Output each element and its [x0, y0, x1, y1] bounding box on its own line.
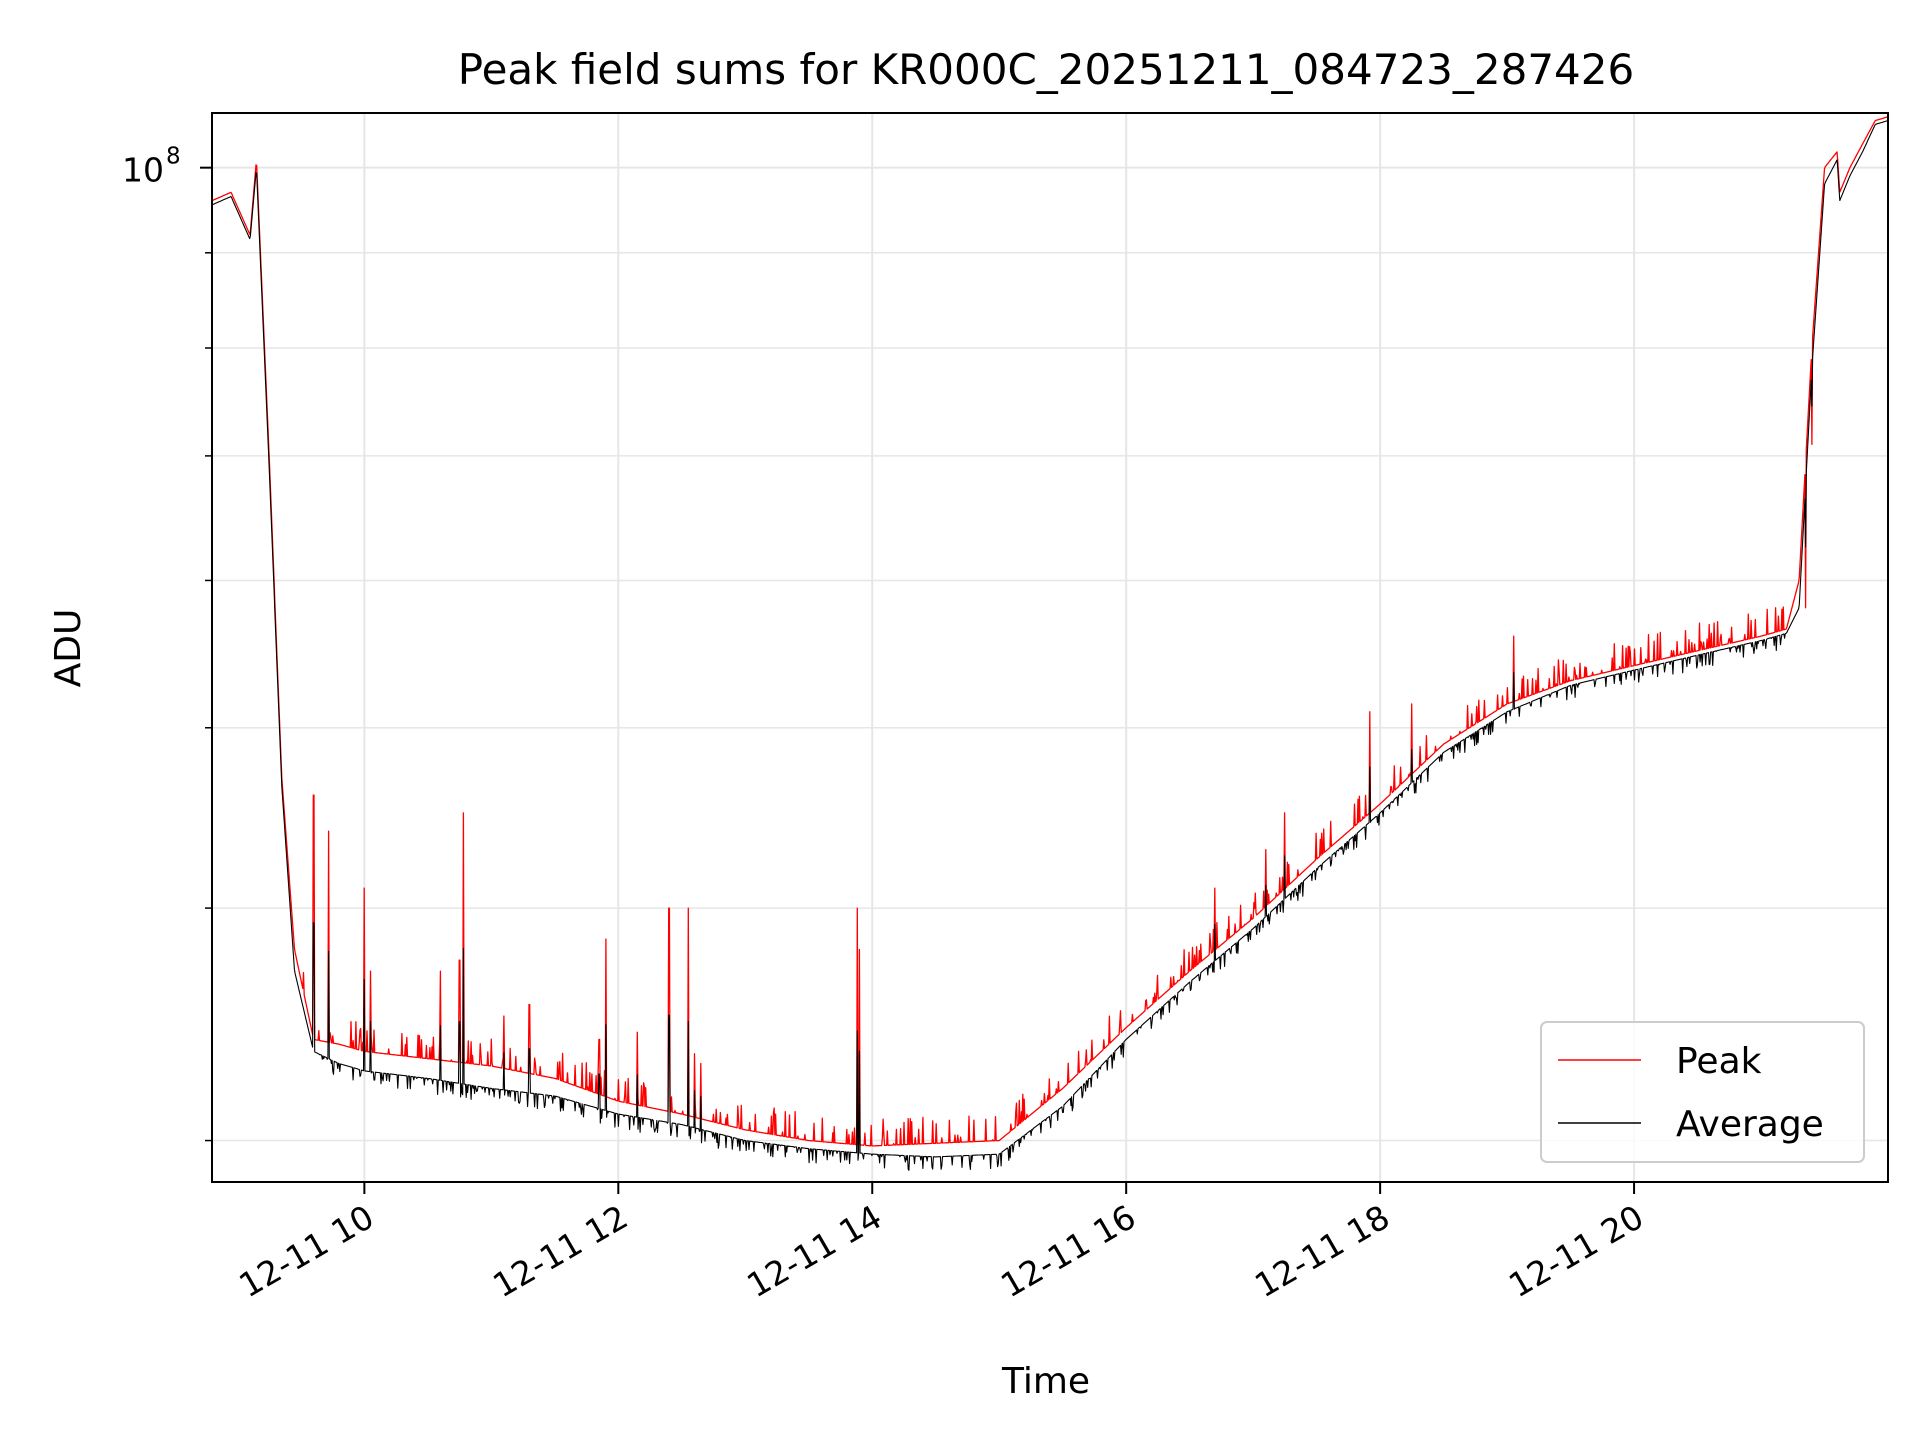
x-axis-label: Time: [1001, 1361, 1090, 1402]
y-tick-label-base: 10: [122, 151, 164, 190]
legend: Peak Average: [1540, 1021, 1865, 1163]
series-line-peak: [212, 116, 1888, 1147]
legend-box: [1540, 1021, 1865, 1163]
legend-label-average: Average: [1676, 1104, 1824, 1145]
legend-label-peak: Peak: [1676, 1041, 1762, 1082]
y-axis: 10 8: [122, 144, 212, 1142]
grid: [212, 113, 1888, 1182]
series-line-average: [212, 120, 1888, 1171]
plot-frame: [211, 112, 1889, 1183]
plot-series: [212, 116, 1888, 1171]
y-tick-label-exponent: 8: [166, 144, 181, 170]
chart-title: Peak field sums for KR000C_20251211_0847…: [458, 45, 1634, 94]
y-axis-label: ADU: [48, 609, 89, 688]
